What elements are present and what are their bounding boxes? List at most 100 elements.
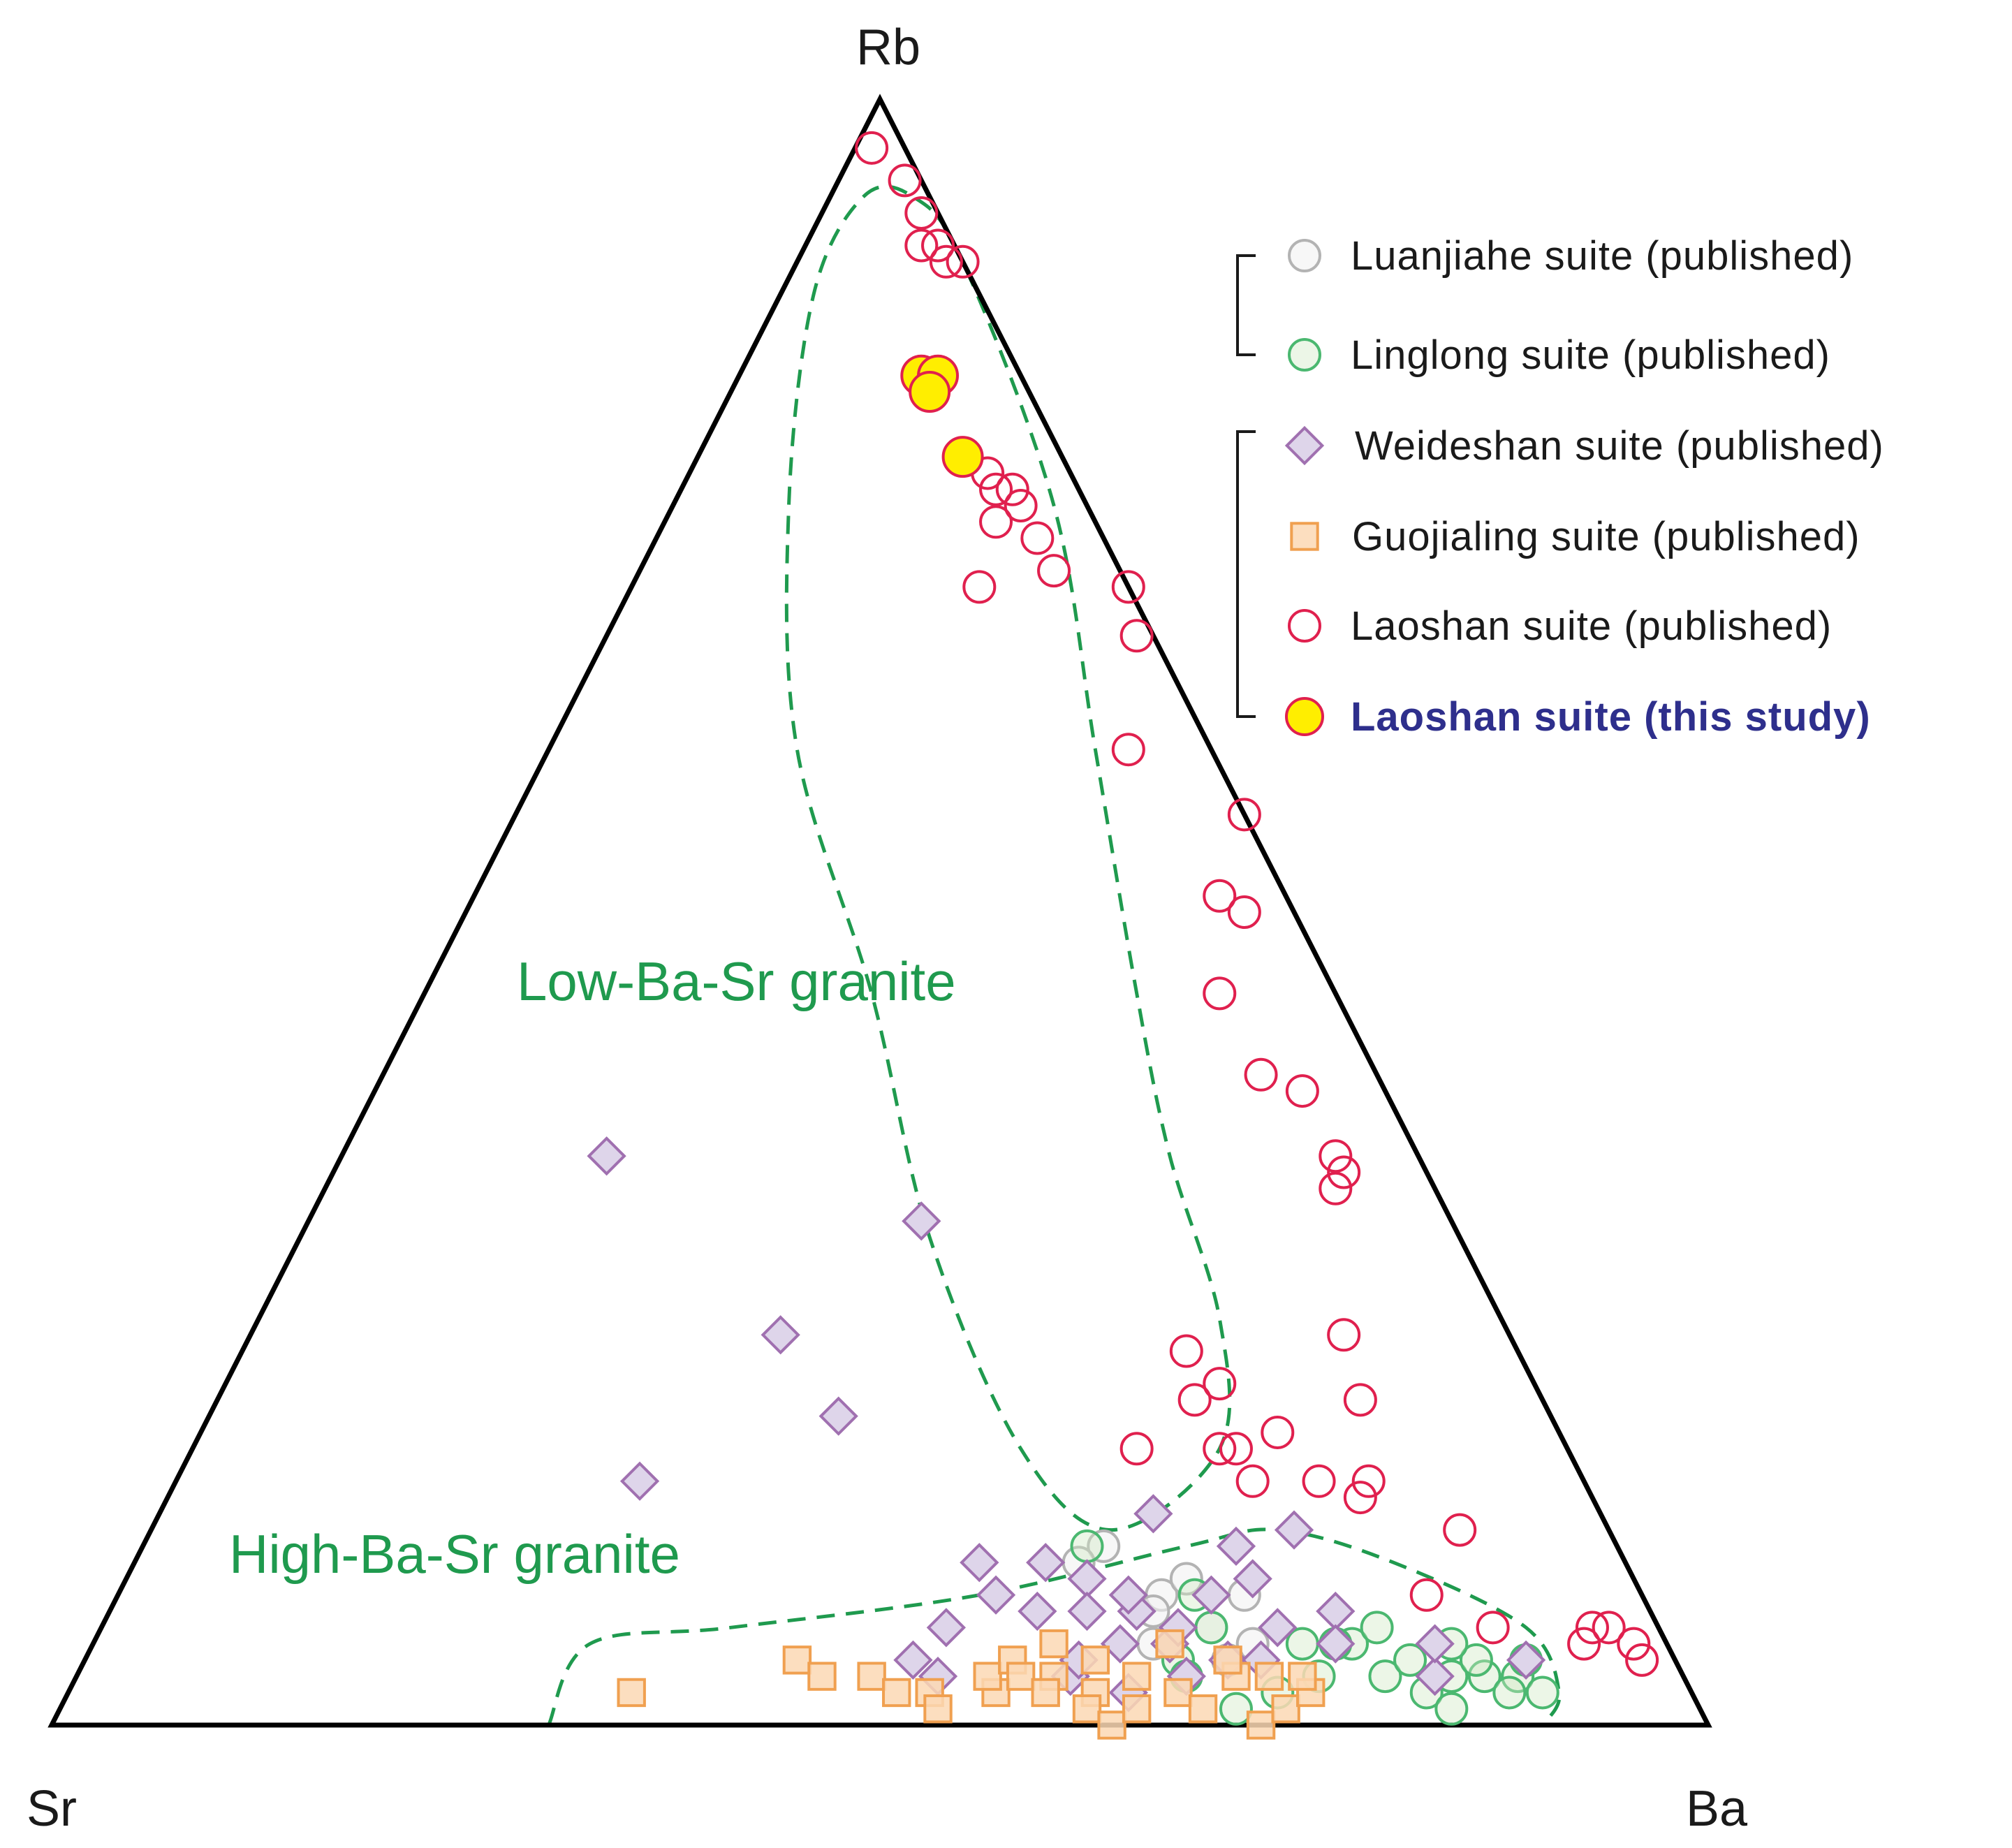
vertex-label-ba: Ba [1686, 1781, 1748, 1837]
data-point [929, 244, 963, 279]
data-point [1415, 1657, 1455, 1696]
legend-label-laoshan-published: Laoshan suite (published) [1351, 603, 1832, 649]
data-point [882, 1678, 911, 1708]
vertex-label-sr: Sr [27, 1781, 77, 1837]
data-point [1360, 1611, 1394, 1645]
data-point [962, 570, 997, 604]
data-point [587, 1136, 626, 1176]
series-weideshan-suite-published [587, 1136, 1546, 1713]
data-point [1327, 1318, 1361, 1352]
legend-label-laoshan-this-study: Laoshan suite (this study) [1351, 694, 1871, 740]
data-point [1261, 1415, 1295, 1449]
region-label-low-ba-sr: Low-Ba-Sr granite [517, 951, 956, 1012]
data-point [1169, 1334, 1203, 1368]
data-point [1467, 1659, 1501, 1694]
data-point [923, 1694, 953, 1724]
legend-label-weideshan: Weideshan suite (published) [1355, 423, 1884, 469]
data-point [1203, 1432, 1237, 1466]
data-point [1004, 489, 1038, 522]
data-point [1219, 1432, 1253, 1466]
data-point [1020, 521, 1055, 555]
data-point [1108, 1575, 1148, 1615]
data-point [979, 472, 1013, 506]
data-point [1070, 1529, 1104, 1563]
data-point [904, 228, 939, 263]
legend-label-luanjiahe: Luanjiahe suite (published) [1351, 233, 1853, 279]
data-point [973, 1662, 1002, 1691]
data-point [1351, 1464, 1386, 1498]
legend-marker-linglong [1288, 338, 1321, 372]
data-point [1026, 1543, 1066, 1583]
legend-symbol [1290, 522, 1319, 551]
data-point [1343, 1383, 1377, 1417]
legend-label-guojialing: Guojialing suite (published) [1352, 514, 1860, 559]
fields-layer [547, 184, 1562, 1726]
data-point [893, 1640, 933, 1680]
data-point [1194, 1611, 1228, 1645]
data-point [1039, 1629, 1069, 1659]
data-point [1037, 554, 1071, 588]
data-point [1072, 1694, 1102, 1724]
data-point [1018, 1591, 1057, 1631]
legend-label-linglong: Linglong suite (published) [1351, 332, 1830, 378]
data-point [995, 472, 1029, 506]
data-point [941, 436, 984, 478]
data-point [1316, 1624, 1356, 1664]
data-point [1459, 1643, 1493, 1677]
data-point [902, 1201, 941, 1241]
data-point [946, 244, 980, 279]
data-points [587, 131, 1659, 1740]
data-point [855, 131, 889, 165]
data-point [857, 1662, 886, 1691]
data-point [1575, 1611, 1609, 1645]
legend-marker-laoshan-published [1288, 609, 1321, 643]
data-point [1080, 1645, 1110, 1675]
data-point [1316, 1591, 1356, 1631]
data-point [617, 1678, 646, 1708]
data-point [1188, 1694, 1218, 1724]
series-guojialing-suite-published [617, 1629, 1326, 1740]
data-point [818, 1396, 858, 1436]
low-ba-sr-field-boundary [784, 184, 1232, 1532]
data-point [1443, 1513, 1477, 1547]
data-point [1119, 1432, 1154, 1466]
data-point [1409, 1578, 1444, 1612]
data-point [1319, 1139, 1353, 1173]
data-point [909, 371, 951, 413]
data-point [1625, 1643, 1659, 1677]
region-label-high-ba-sr: High-Ba-Sr granite [229, 1523, 680, 1585]
legend-symbol [1288, 338, 1321, 372]
data-point [782, 1645, 812, 1675]
legend: Luanjiahe suite (published) Linglong sui… [1236, 233, 1884, 740]
data-point [1227, 798, 1261, 832]
data-point [1506, 1640, 1546, 1680]
ternary-triangle [47, 94, 1712, 1728]
high-ba-sr-field-boundary [547, 1527, 1562, 1726]
data-point [926, 1608, 967, 1648]
data-point [1155, 1629, 1184, 1659]
data-point [1119, 619, 1154, 653]
data-point [1213, 1645, 1242, 1675]
data-point [1233, 1559, 1272, 1599]
legend-marker-laoshan-this-study [1285, 697, 1324, 736]
data-point [1203, 879, 1237, 913]
legend-bracket-group-1 [1236, 254, 1256, 356]
data-point [1258, 1608, 1298, 1648]
series-laoshan-suite-published [855, 131, 1659, 1677]
legend-marker-guojialing [1290, 522, 1319, 551]
data-point [1235, 1464, 1270, 1498]
legend-symbol [1285, 697, 1324, 736]
legend-marker-weideshan [1284, 425, 1325, 466]
data-point [1111, 733, 1145, 767]
data-point [1274, 1510, 1314, 1550]
data-point [1343, 1481, 1377, 1515]
data-point [1216, 1526, 1256, 1567]
data-point [807, 1662, 837, 1691]
data-point [1191, 1575, 1231, 1615]
data-point [1415, 1624, 1455, 1664]
data-point [979, 505, 1013, 539]
data-point [888, 163, 922, 198]
data-point [1525, 1675, 1559, 1710]
data-point [904, 196, 939, 230]
